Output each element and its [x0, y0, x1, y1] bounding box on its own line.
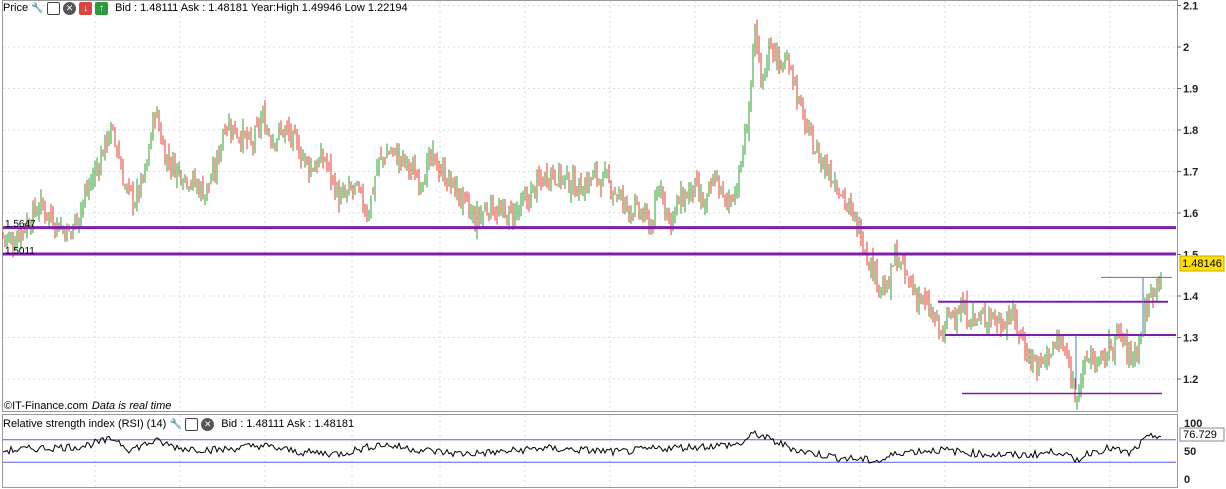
close-icon[interactable]: ✕ — [201, 417, 215, 431]
level-label-upper: 1.5647 — [5, 219, 36, 230]
price-tick-label: 1.4 — [1183, 291, 1199, 303]
price-tick-label: 1.8 — [1183, 125, 1198, 137]
price-title: Price — [3, 2, 29, 14]
rsi-chart[interactable]: 0 50 100 76.729 — [0, 414, 1226, 489]
rsi-series-line — [2, 430, 1162, 464]
source-watermark: ©IT-Finance.com Data is real time — [4, 400, 171, 412]
price-tick-label: 2.1 — [1183, 1, 1198, 13]
price-panel: 1.21.31.41.51.61.71.81.922.1 1.48146 1.5… — [0, 0, 1226, 414]
rsi-title: Relative strength index (RSI) (14) — [3, 418, 167, 430]
wrench-icon[interactable]: 🔧 — [169, 418, 182, 430]
arrow-down-icon[interactable]: ↓ — [79, 1, 93, 15]
window-icon[interactable] — [185, 417, 199, 431]
rsi-quote: Bid : 1.48111 Ask : 1.48181 — [221, 418, 355, 430]
price-tick-label: 2 — [1183, 42, 1189, 54]
arrow-up-icon[interactable]: ↑ — [95, 1, 109, 15]
price-tick-label: 1.9 — [1183, 84, 1198, 96]
current-price-value: 1.48146 — [1182, 258, 1222, 270]
current-rsi-badge — [1179, 427, 1225, 442]
rsi-tick-label: 50 — [1184, 446, 1196, 458]
copyright-icon: © — [4, 400, 13, 412]
price-chart[interactable]: 1.21.31.41.51.61.71.81.922.1 1.48146 1.5… — [0, 0, 1226, 414]
level-label-lower: 1.5011 — [5, 246, 35, 257]
current-price-badge — [1179, 255, 1225, 272]
price-quote: Bid : 1.48111 Ask : 1.48181 Year:High 1.… — [115, 2, 408, 14]
price-tick-label: 1.2 — [1183, 374, 1198, 386]
current-rsi-value: 76.729 — [1183, 429, 1217, 441]
rsi-toolbar: Relative strength index (RSI) (14) 🔧 ✕ B… — [3, 417, 354, 431]
price-tick-label: 1.6 — [1183, 208, 1198, 220]
price-tick-label: 1.3 — [1183, 333, 1198, 345]
rsi-panel: 0 50 100 76.729 Relative strength index (R… — [0, 414, 1226, 489]
close-icon[interactable]: ✕ — [63, 1, 77, 15]
source-note: Data is real time — [91, 400, 172, 412]
source-name: IT-Finance.com — [12, 400, 88, 412]
price-tick-label: 1.7 — [1183, 167, 1198, 179]
rsi-tick-label: 0 — [1184, 474, 1190, 486]
wrench-icon[interactable]: 🔧 — [31, 2, 44, 14]
window-icon[interactable] — [47, 1, 61, 15]
rsi-tick-label: 100 — [1184, 418, 1202, 430]
price-toolbar: Price 🔧 ✕ ↓ ↑ Bid : 1.48111 Ask : 1.4818… — [3, 1, 408, 15]
